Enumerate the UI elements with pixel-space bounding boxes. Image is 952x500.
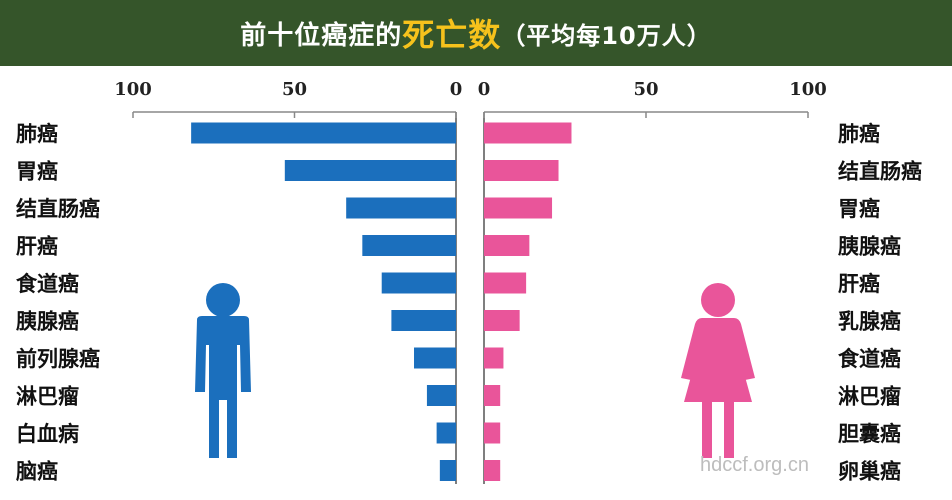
male-tick-label: 50 [282, 79, 307, 100]
watermark: hdccf.org.cn [700, 454, 809, 476]
female-category-label: 淋巴瘤 [838, 385, 901, 409]
male-bar [439, 460, 456, 481]
male-bar [391, 310, 456, 331]
male-category-label: 食道癌 [16, 272, 79, 296]
male-bar [191, 122, 456, 144]
female-category-label: 结直肠癌 [838, 160, 922, 184]
female-bar [484, 460, 501, 481]
man-icon [195, 283, 251, 458]
female-bar [484, 310, 520, 331]
male-category-label: 淋巴瘤 [16, 385, 79, 409]
female-tick-label: 0 [478, 79, 491, 100]
female-tick-label: 50 [633, 79, 658, 100]
female-category-label: 肝癌 [838, 272, 880, 296]
female-bar [484, 422, 501, 444]
female-category-label: 肺癌 [838, 122, 880, 146]
male-category-label: 脑癌 [16, 460, 58, 484]
male-category-label: 肺癌 [16, 122, 58, 146]
female-category-label: 卵巢癌 [838, 460, 901, 484]
female-bar [484, 160, 559, 181]
female-bar [484, 347, 504, 369]
female-bar [484, 197, 553, 219]
female-bar [484, 122, 572, 144]
title-prefix: 前十位癌症的 [240, 20, 403, 51]
female-category-label: 乳腺癌 [838, 310, 901, 334]
male-bar [426, 385, 456, 406]
female-bar [484, 235, 530, 256]
female-category-label: 胰腺癌 [838, 235, 901, 259]
female-category-label: 胆囊癌 [838, 422, 901, 446]
male-bar [381, 272, 456, 294]
female-bar [484, 272, 527, 294]
male-bar [362, 235, 456, 256]
male-bar [414, 347, 456, 369]
male-tick-label: 0 [450, 79, 463, 100]
male-category-label: 结直肠癌 [16, 197, 100, 221]
woman-icon [681, 283, 755, 458]
male-category-label: 肝癌 [16, 235, 58, 259]
male-bar [436, 422, 456, 444]
female-tick-label: 100 [789, 79, 827, 100]
male-bar [284, 160, 456, 181]
male-tick-label: 100 [114, 79, 152, 100]
female-category-label: 胃癌 [838, 197, 880, 221]
male-category-label: 胰腺癌 [16, 310, 79, 334]
title-highlight: 死亡数 [402, 16, 502, 54]
male-category-label: 胃癌 [16, 160, 58, 184]
title-banner: 前十位癌症的 死亡数 （平均每10万人） [0, 0, 952, 66]
female-bar [484, 385, 501, 406]
female-category-label: 食道癌 [838, 347, 901, 371]
male-bar [346, 197, 456, 219]
male-category-label: 白血病 [16, 422, 79, 446]
title-suffix: （平均每10万人） [501, 21, 712, 50]
male-category-label: 前列腺癌 [16, 347, 100, 371]
